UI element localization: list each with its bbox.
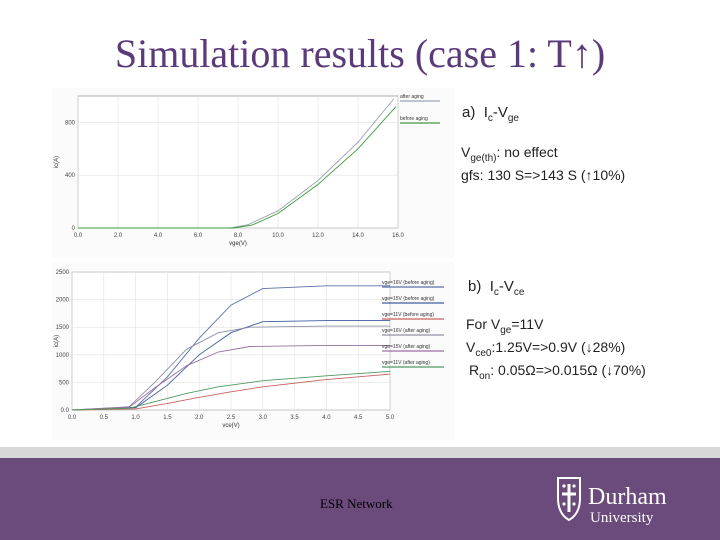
- chart-b-x-tick-label: 2.0: [195, 415, 204, 421]
- chart-b-x-tick-label: 3.0: [259, 415, 268, 421]
- panel-b-note3: Ron: 0.05Ω=>0.015Ω (↓70%): [466, 362, 646, 385]
- chart-a-x-tick-label: 14.0: [352, 233, 364, 239]
- panel-b-note1-rest: =11V: [511, 316, 544, 332]
- panel-a-label-mid: -V: [492, 104, 508, 121]
- panel-b-note1-pre: For V: [466, 316, 501, 332]
- panel-a-note2: gfs: 130 S=>143 S (↑10%): [461, 166, 626, 183]
- chart-b-y-tick-label: 0.0: [61, 408, 70, 414]
- panel-a-note1-rest: : no effect: [496, 144, 558, 160]
- panel-a-prefix: a): [462, 104, 476, 121]
- footer-bar: [0, 458, 720, 540]
- chart-b-x-tick-label: 5.0: [386, 415, 395, 421]
- chart-b-legend-entry: vge=11V (after aging): [382, 360, 430, 366]
- panel-b-note3-sub: on: [479, 370, 491, 382]
- chart-b-legend-entry: vge=11V (before aging): [382, 312, 434, 318]
- slide-title: Simulation results (case 1: T↑): [114, 31, 606, 76]
- panel-b-note3-pre: R: [469, 361, 480, 378]
- chart-b-x-tick-label: 0.5: [100, 415, 109, 421]
- chart-a-x-tick-label: 16.0: [392, 233, 404, 239]
- chart-b-series-line-2: [71, 320, 390, 411]
- panel-b-prefix: b): [468, 278, 482, 295]
- chart-a-x-tick-label: 8.0: [234, 233, 243, 239]
- chart-a-x-tick-label: 10.0: [272, 233, 284, 239]
- chart-ic-vce: 0.0 0.5 1.0 1.5 2.0 2.5 3.0 3.5 4.0 4.5 5.0 0.0 500 1…: [52, 262, 454, 440]
- chart-b-x-tick-label: 4.0: [322, 415, 331, 421]
- chart-b-y-tick-label: 2500: [56, 270, 70, 276]
- chart-b-x-tick-label: 2.5: [227, 415, 236, 421]
- chart-a-legend-entry: before aging: [400, 116, 428, 122]
- panel-b-note2-sub: ce0: [475, 347, 492, 359]
- chart-b-y-tick-label: 1500: [56, 325, 70, 331]
- panel-a-note1-main: V: [461, 144, 471, 160]
- chart-a-x-tick-label: 6.0: [194, 233, 203, 239]
- panel-b-label-main: I: [489, 278, 494, 295]
- chart-b-y-axis-label: ic(A): [54, 335, 60, 347]
- panel-b-label-sub2: ce: [513, 287, 525, 298]
- panel-b-label-sub: c: [493, 287, 499, 298]
- chart-b-x-tick-label: 4.5: [354, 415, 363, 421]
- chart-b-x-tick-label: 3.5: [290, 415, 299, 421]
- chart-b-series-line-1: [71, 285, 390, 411]
- panel-b-note3-rest: : 0.05Ω=>0.015Ω (↓70%): [490, 361, 646, 378]
- chart-b-x-axis-label: vce(V): [222, 423, 239, 429]
- panel-b-note1: For Vge=11V: [466, 316, 646, 339]
- chart-a-x-tick-label: 0.0: [74, 233, 83, 239]
- chart-a-x-tick-label: 4.0: [154, 233, 163, 239]
- chart-b-y-tick-label: 1000: [56, 353, 70, 359]
- footer-strip: [0, 447, 720, 458]
- chart-a-series-line-2: [78, 106, 397, 229]
- chart-a-y-tick-label: 0: [72, 226, 76, 232]
- chart-b-x-tick-label: 1.5: [163, 415, 172, 421]
- chart-b-series-line-5: [71, 344, 390, 411]
- chart-a-y-axis-label: ic(A): [54, 156, 60, 168]
- chart-b-legend-entry: vge=16V (after aging): [382, 328, 431, 334]
- chart-b-legend-entry: vge=15V (after aging): [382, 344, 431, 350]
- chart-b-legend-entry: vge=16V (before aging): [382, 280, 435, 286]
- panel-a-label-sub2: ge: [507, 113, 519, 124]
- chart-b-series-line-3: [71, 373, 391, 411]
- panel-b-note2: Vce0:1.25V=>0.9V (↓28%): [466, 339, 646, 362]
- panel-a-note1: Vge(th): no effect: [461, 144, 625, 167]
- panel-b-label: b) Ic-Vce: [468, 278, 524, 298]
- panel-a-notes: Vge(th): no effect gfs: 130 S=>143 S (↑1…: [461, 144, 625, 184]
- logo-name: Durham: [588, 484, 667, 510]
- panel-a-label-sub: c: [487, 113, 493, 124]
- chart-a-x-tick-label: 2.0: [114, 233, 123, 239]
- chart-a-y-tick-label: 800: [65, 120, 76, 126]
- chart-a-legend-entry: after aging: [400, 94, 424, 100]
- panel-b-note2-pre: V: [466, 338, 476, 355]
- chart-a-y-tick-label: 400: [65, 173, 76, 179]
- logo-sub: University: [590, 510, 654, 526]
- chart-b-x-tick-label: 0.0: [68, 415, 77, 421]
- chart-a-x-tick-label: 12.0: [312, 233, 324, 239]
- chart-a-x-axis-label: vge(V): [229, 241, 247, 247]
- panel-b-notes: For Vge=11V Vce0:1.25V=>0.9V (↓28%) Ron:…: [466, 316, 646, 384]
- chart-b-series-line-4: [71, 325, 390, 411]
- panel-a-note1-sub: ge(th): [470, 152, 497, 164]
- chart-b-x-tick-label: 1.0: [131, 415, 140, 421]
- panel-b-note2-rest: :1.25V=>0.9V (↓28%): [491, 338, 626, 355]
- durham-university-logo: Durham University: [557, 477, 667, 526]
- chart-b-y-tick-label: 500: [59, 380, 70, 386]
- panel-a-label-main: I: [483, 104, 488, 121]
- panel-a-label: a) Ic-Vge: [462, 104, 519, 124]
- panel-b-label-mid: -V: [498, 278, 514, 295]
- crest-icon: [557, 477, 581, 522]
- chart-b-series-line-6: [71, 370, 391, 411]
- footer-text: ESR Network: [320, 496, 393, 511]
- chart-b-legend-entry: vge=15V (before aging): [382, 296, 435, 302]
- chart-ic-vge: 0.0 2.0 4.0 6.0 8.0 10.0 12.0 14.0 16.0 0 400 800 vg…: [52, 88, 454, 258]
- panel-b-note1-sub: ge: [500, 324, 512, 336]
- chart-b-y-tick-label: 2000: [56, 298, 70, 304]
